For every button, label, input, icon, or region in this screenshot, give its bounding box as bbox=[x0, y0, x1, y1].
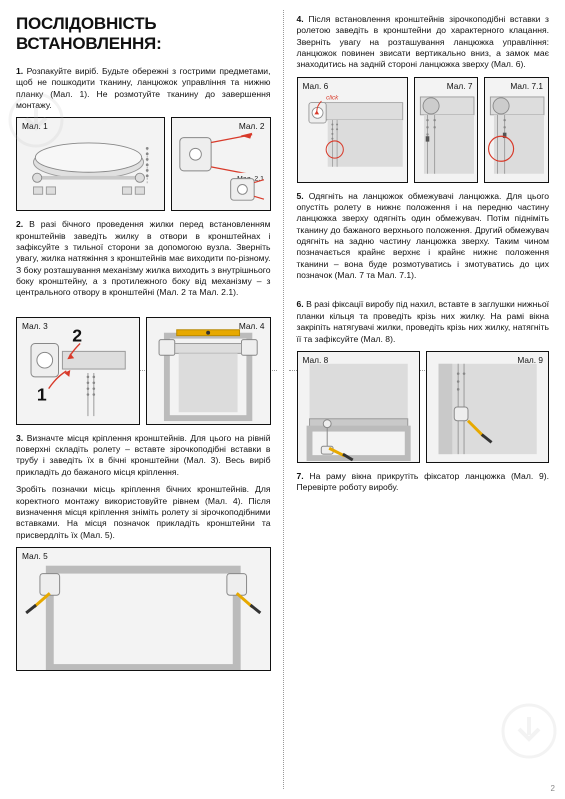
figure-2-group: Мал. 2 Мал. 2.1 bbox=[171, 117, 271, 211]
figure-3-svg: 1 2 bbox=[17, 318, 139, 424]
page-number: 2 bbox=[551, 784, 555, 793]
figure-2-svg: Мал. 2.1 bbox=[172, 118, 270, 210]
figure-row-5: Мал. 8 Мал. 9 bbox=[297, 351, 550, 463]
figure-row-4: Мал. 6 click Мал. 7 bbox=[297, 77, 550, 183]
figure-7-caption: Мал. 7 bbox=[447, 81, 473, 91]
watermark-icon bbox=[8, 92, 64, 148]
figure-3: Мал. 3 1 2 bbox=[16, 317, 140, 425]
figure-2-caption: Мал. 2 bbox=[239, 121, 265, 131]
step-3a-text: 3. Визначте місця кріплення кронштейнів.… bbox=[16, 433, 271, 478]
figure-row-3: Мал. 5 bbox=[16, 547, 271, 671]
figure-71: Мал. 7.1 bbox=[484, 77, 549, 183]
figure-7-svg bbox=[415, 78, 478, 182]
watermark-icon-2 bbox=[501, 703, 557, 759]
figure-6-svg: click bbox=[298, 78, 407, 182]
annot-2: 2 bbox=[72, 325, 82, 345]
figure-5: Мал. 5 bbox=[16, 547, 271, 671]
step-4-text: 4. Після встановлення кронштейнів зірочк… bbox=[297, 14, 550, 71]
figure-9: Мал. 9 bbox=[426, 351, 549, 463]
vertical-divider bbox=[283, 10, 284, 789]
step-6-text: 6. В разі фіксації виробу під нахил, вст… bbox=[297, 299, 550, 344]
annot-1: 1 bbox=[37, 384, 47, 404]
page-root: ПОСЛІДОВНІСТЬ ВСТАНОВЛЕННЯ: 1. Розпакуйт… bbox=[0, 0, 565, 799]
figure-71-caption: Мал. 7.1 bbox=[510, 81, 543, 91]
figure-8-caption: Мал. 8 bbox=[303, 355, 329, 365]
figure-6: Мал. 6 click bbox=[297, 77, 408, 183]
figure-8: Мал. 8 bbox=[297, 351, 420, 463]
figure-9-caption: Мал. 9 bbox=[517, 355, 543, 365]
figure-71-svg bbox=[485, 78, 548, 182]
figure-5-svg bbox=[17, 548, 270, 670]
step-7-text: 7. На раму вікна прикрутіть фіксатор лан… bbox=[297, 471, 550, 494]
page-title: ПОСЛІДОВНІСТЬ ВСТАНОВЛЕННЯ: bbox=[16, 14, 271, 54]
left-column: ПОСЛІДОВНІСТЬ ВСТАНОВЛЕННЯ: 1. Розпакуйт… bbox=[0, 0, 283, 799]
figure-3-caption: Мал. 3 bbox=[22, 321, 48, 331]
figure-4-caption: Мал. 4 bbox=[239, 321, 265, 331]
figure-9-svg bbox=[427, 352, 548, 462]
figure-5-caption: Мал. 5 bbox=[22, 551, 48, 561]
step-2-text: 2. В разі бічного проведення жилки перед… bbox=[16, 219, 271, 298]
figure-6-caption: Мал. 6 bbox=[303, 81, 329, 91]
click-label: click bbox=[326, 94, 339, 101]
right-column: 4. Після встановлення кронштейнів зірочк… bbox=[283, 0, 565, 799]
figure-8-svg bbox=[298, 352, 419, 462]
figure-7: Мал. 7 bbox=[414, 77, 479, 183]
figure-4-svg bbox=[147, 318, 269, 424]
figure-4: Мал. 4 bbox=[146, 317, 270, 425]
step-3b-text: Зробіть позначки місць кріплення бічних … bbox=[16, 484, 271, 541]
step-5-text: 5. Одягніть на ланцюжок обмежувачі ланцю… bbox=[297, 191, 550, 282]
